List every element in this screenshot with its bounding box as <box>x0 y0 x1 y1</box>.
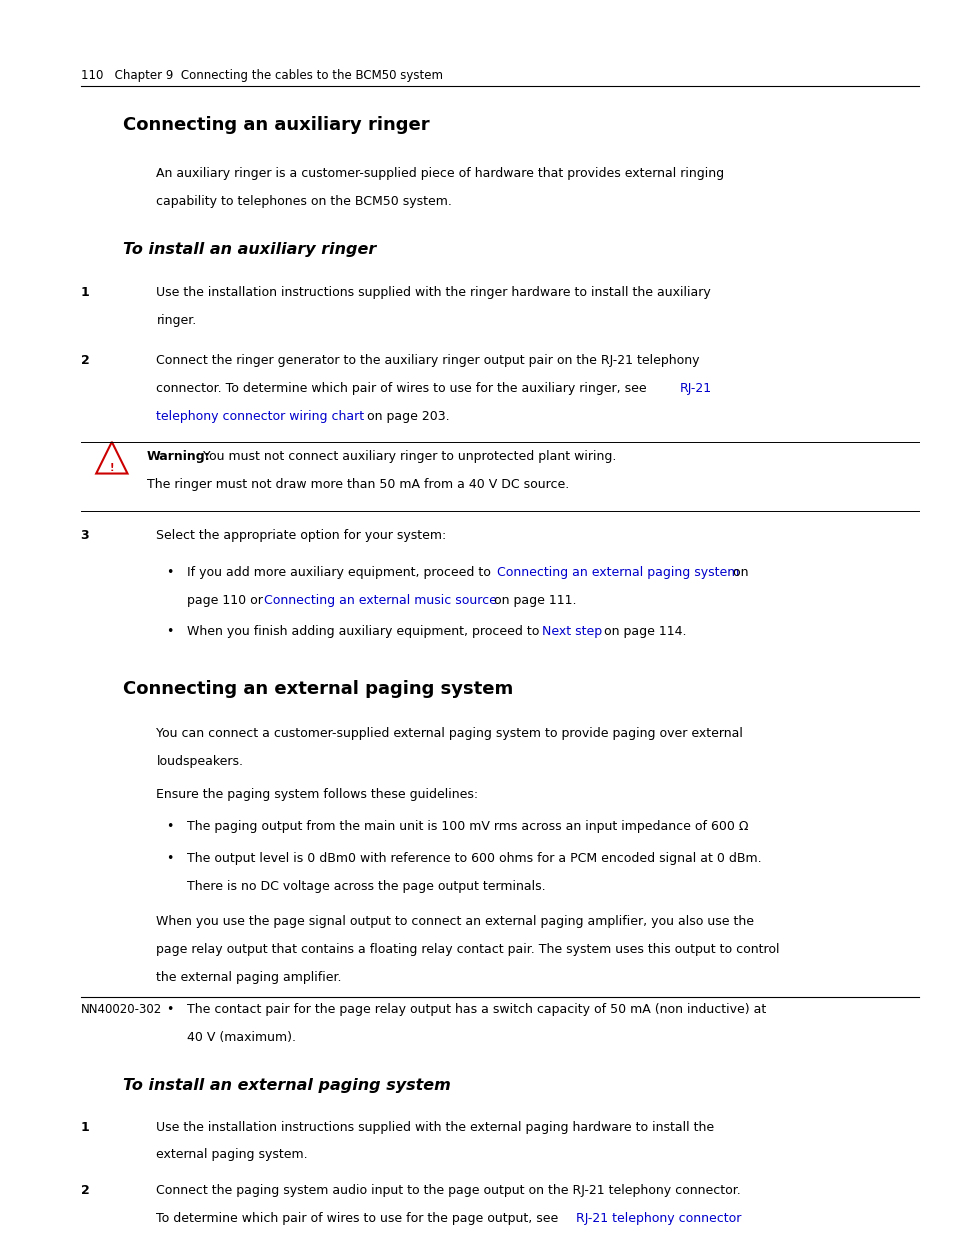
Text: •: • <box>166 625 173 638</box>
Text: To install an external paging system: To install an external paging system <box>123 1078 451 1093</box>
Text: Ensure the paging system follows these guidelines:: Ensure the paging system follows these g… <box>156 788 478 802</box>
Text: page relay output that contains a floating relay contact pair. The system uses t: page relay output that contains a floati… <box>156 944 780 956</box>
Text: Next step: Next step <box>541 625 601 638</box>
Text: on page 114.: on page 114. <box>599 625 686 638</box>
Text: •: • <box>166 566 173 579</box>
Text: Connecting an external music source: Connecting an external music source <box>264 594 497 606</box>
Text: The paging output from the main unit is 100 mV rms across an input impedance of : The paging output from the main unit is … <box>187 820 747 832</box>
Text: An auxiliary ringer is a customer-supplied piece of hardware that provides exter: An auxiliary ringer is a customer-suppli… <box>156 167 723 179</box>
Text: 40 V (maximum).: 40 V (maximum). <box>187 1031 295 1044</box>
Text: external paging system.: external paging system. <box>156 1149 308 1161</box>
Text: ringer.: ringer. <box>156 314 196 327</box>
Text: 110   Chapter 9  Connecting the cables to the BCM50 system: 110 Chapter 9 Connecting the cables to t… <box>80 69 442 82</box>
Text: Connect the paging system audio input to the page output on the RJ-21 telephony : Connect the paging system audio input to… <box>156 1184 740 1198</box>
Polygon shape <box>96 442 128 473</box>
Text: Select the appropriate option for your system:: Select the appropriate option for your s… <box>156 529 446 542</box>
Text: loudspeakers.: loudspeakers. <box>156 755 243 768</box>
Text: •: • <box>166 852 173 864</box>
Text: •: • <box>166 820 173 832</box>
Text: Use the installation instructions supplied with the external paging hardware to : Use the installation instructions suppli… <box>156 1120 714 1134</box>
Text: RJ-21 telephony connector: RJ-21 telephony connector <box>576 1213 740 1225</box>
Text: The output level is 0 dBm0 with reference to 600 ohms for a PCM encoded signal a: The output level is 0 dBm0 with referenc… <box>187 852 760 864</box>
Text: To determine which pair of wires to use for the page output, see: To determine which pair of wires to use … <box>156 1213 562 1225</box>
Text: telephony connector wiring chart: telephony connector wiring chart <box>156 410 364 424</box>
Text: the external paging amplifier.: the external paging amplifier. <box>156 971 341 984</box>
Text: on: on <box>728 566 748 579</box>
Text: •: • <box>166 1003 173 1016</box>
Text: page 110 or: page 110 or <box>187 594 266 606</box>
Text: Use the installation instructions supplied with the ringer hardware to install t: Use the installation instructions suppli… <box>156 287 710 299</box>
Text: Connecting an auxiliary ringer: Connecting an auxiliary ringer <box>123 116 430 135</box>
Text: There is no DC voltage across the page output terminals.: There is no DC voltage across the page o… <box>187 879 545 893</box>
Text: on page 203.: on page 203. <box>363 410 449 424</box>
Text: When you use the page signal output to connect an external paging amplifier, you: When you use the page signal output to c… <box>156 915 754 929</box>
Text: You can connect a customer-supplied external paging system to provide paging ove: You can connect a customer-supplied exte… <box>156 726 742 740</box>
Text: You must not connect auxiliary ringer to unprotected plant wiring.: You must not connect auxiliary ringer to… <box>198 451 616 463</box>
Text: connector. To determine which pair of wires to use for the auxiliary ringer, see: connector. To determine which pair of wi… <box>156 383 650 395</box>
Text: NN40020-302: NN40020-302 <box>80 1003 162 1016</box>
Text: on page 111.: on page 111. <box>490 594 577 606</box>
Text: Warning:: Warning: <box>147 451 211 463</box>
Text: 2: 2 <box>80 354 90 367</box>
Text: Connect the ringer generator to the auxiliary ringer output pair on the RJ-21 te: Connect the ringer generator to the auxi… <box>156 354 700 367</box>
Text: RJ-21: RJ-21 <box>679 383 711 395</box>
Text: The ringer must not draw more than 50 mA from a 40 V DC source.: The ringer must not draw more than 50 mA… <box>147 478 569 492</box>
Text: The contact pair for the page relay output has a switch capacity of 50 mA (non i: The contact pair for the page relay outp… <box>187 1003 765 1016</box>
Text: capability to telephones on the BCM50 system.: capability to telephones on the BCM50 sy… <box>156 195 452 207</box>
Text: 1: 1 <box>80 1120 90 1134</box>
Text: If you add more auxiliary equipment, proceed to: If you add more auxiliary equipment, pro… <box>187 566 494 579</box>
Text: 2: 2 <box>80 1184 90 1198</box>
Text: To install an auxiliary ringer: To install an auxiliary ringer <box>123 242 376 257</box>
Text: !: ! <box>110 463 114 473</box>
Text: Connecting an external paging system: Connecting an external paging system <box>497 566 739 579</box>
Text: Connecting an external paging system: Connecting an external paging system <box>123 680 513 698</box>
Text: When you finish adding auxiliary equipment, proceed to: When you finish adding auxiliary equipme… <box>187 625 542 638</box>
Text: 3: 3 <box>80 529 89 542</box>
Text: 1: 1 <box>80 287 90 299</box>
